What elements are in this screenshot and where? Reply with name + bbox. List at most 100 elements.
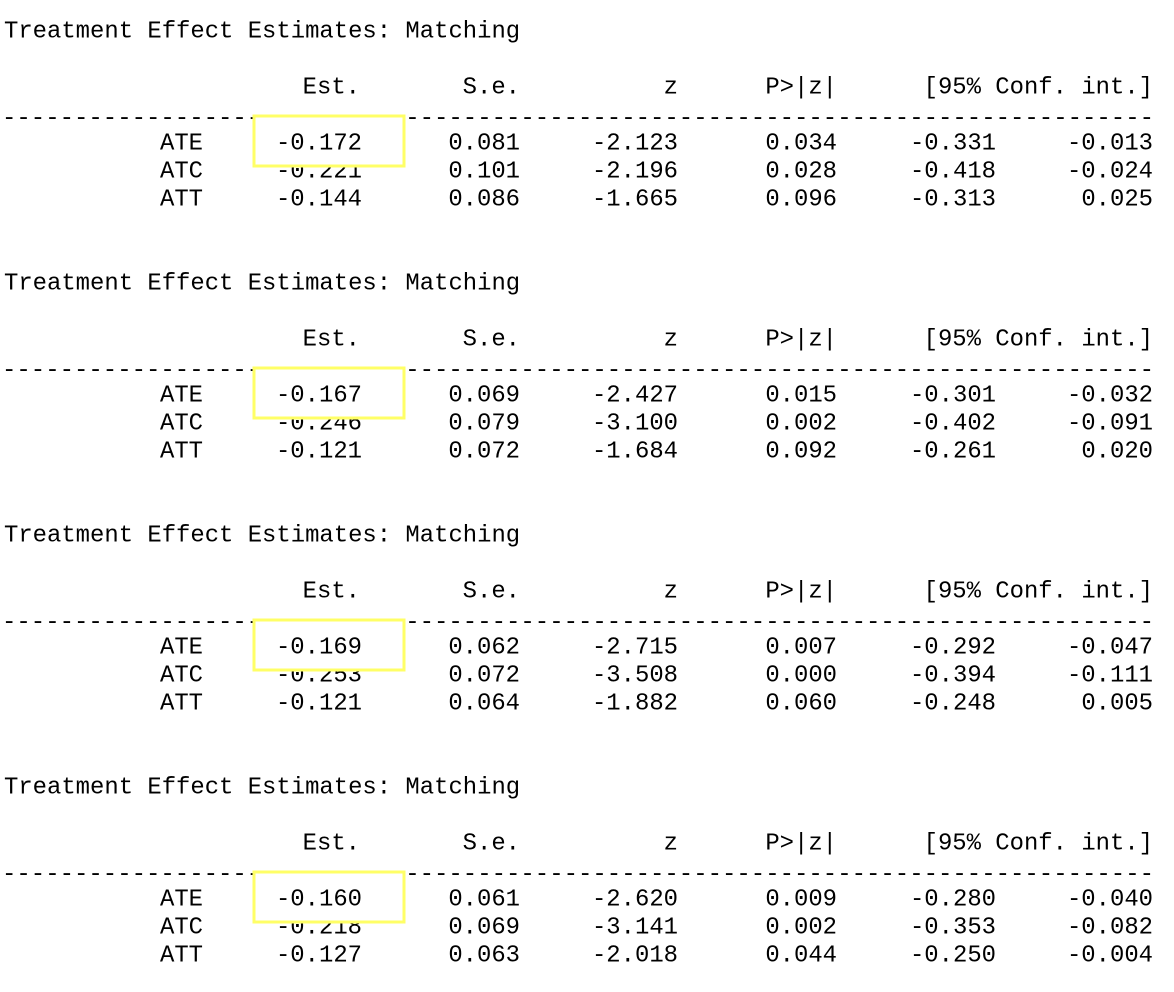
cell-value: 0.009 bbox=[765, 886, 837, 913]
column-header: P>|z| bbox=[765, 578, 837, 605]
table-title: Treatment Effect Estimates: Matching bbox=[4, 774, 520, 801]
cell-value: 0.061 bbox=[448, 886, 520, 913]
cell-value: -1.665 bbox=[592, 186, 678, 213]
column-header: z bbox=[664, 326, 678, 353]
cell-value: -0.013 bbox=[1067, 130, 1153, 157]
cell-value: -0.172 bbox=[276, 130, 362, 157]
cell-value: -0.169 bbox=[276, 634, 362, 661]
cell-value: -2.427 bbox=[592, 382, 678, 409]
cell-value: 0.005 bbox=[1081, 690, 1153, 717]
row-label: ATT bbox=[160, 942, 203, 969]
cell-value: -2.196 bbox=[592, 158, 678, 185]
column-header: [95% Conf. int.] bbox=[924, 830, 1153, 857]
cell-value: 0.072 bbox=[448, 438, 520, 465]
cell-value: -0.004 bbox=[1067, 942, 1153, 969]
cell-value: -0.301 bbox=[910, 382, 996, 409]
cell-value: -0.024 bbox=[1067, 158, 1153, 185]
cell-value: 0.002 bbox=[765, 410, 837, 437]
cell-value: -0.331 bbox=[910, 130, 996, 157]
row-label: ATE bbox=[160, 382, 203, 409]
cell-value: 0.002 bbox=[765, 914, 837, 941]
divider-rule: ----------------------------------------… bbox=[2, 357, 1154, 384]
column-header: P>|z| bbox=[765, 830, 837, 857]
cell-value: -1.882 bbox=[592, 690, 678, 717]
column-header: Est. bbox=[303, 830, 360, 857]
row-label: ATT bbox=[160, 186, 203, 213]
cell-value: -2.715 bbox=[592, 634, 678, 661]
cell-value: -0.292 bbox=[910, 634, 996, 661]
table-title: Treatment Effect Estimates: Matching bbox=[4, 522, 520, 549]
table-title: Treatment Effect Estimates: Matching bbox=[4, 270, 520, 297]
column-header: S.e. bbox=[463, 830, 520, 857]
cell-value: -0.144 bbox=[276, 186, 362, 213]
row-label: ATT bbox=[160, 438, 203, 465]
cell-value: -0.160 bbox=[276, 886, 362, 913]
cell-value: -3.141 bbox=[592, 914, 678, 941]
cell-value: -0.121 bbox=[276, 690, 362, 717]
highlight-box bbox=[252, 366, 406, 420]
cell-value: 0.086 bbox=[448, 186, 520, 213]
cell-value: 0.044 bbox=[765, 942, 837, 969]
column-header: z bbox=[664, 74, 678, 101]
cell-value: -0.167 bbox=[276, 382, 362, 409]
cell-value: -0.353 bbox=[910, 914, 996, 941]
cell-value: -0.394 bbox=[910, 662, 996, 689]
cell-value: -2.018 bbox=[592, 942, 678, 969]
cell-value: -2.620 bbox=[592, 886, 678, 913]
cell-value: -0.082 bbox=[1067, 914, 1153, 941]
column-header: [95% Conf. int.] bbox=[924, 578, 1153, 605]
row-label: ATC bbox=[160, 662, 203, 689]
cell-value: -0.040 bbox=[1067, 886, 1153, 913]
column-header: z bbox=[664, 830, 678, 857]
column-header: Est. bbox=[303, 74, 360, 101]
divider-rule: ----------------------------------------… bbox=[2, 105, 1154, 132]
cell-value: 0.081 bbox=[448, 130, 520, 157]
cell-value: 0.015 bbox=[765, 382, 837, 409]
row-label: ATE bbox=[160, 130, 203, 157]
row-label: ATC bbox=[160, 410, 203, 437]
column-header: [95% Conf. int.] bbox=[924, 74, 1153, 101]
highlight-box bbox=[252, 618, 406, 672]
row-label: ATC bbox=[160, 914, 203, 941]
column-header: S.e. bbox=[463, 578, 520, 605]
cell-value: 0.000 bbox=[765, 662, 837, 689]
cell-value: -0.402 bbox=[910, 410, 996, 437]
divider-rule: ----------------------------------------… bbox=[2, 609, 1154, 636]
cell-value: 0.007 bbox=[765, 634, 837, 661]
cell-value: -0.091 bbox=[1067, 410, 1153, 437]
cell-value: -0.261 bbox=[910, 438, 996, 465]
cell-value: -3.100 bbox=[592, 410, 678, 437]
cell-value: -0.047 bbox=[1067, 634, 1153, 661]
cell-value: -0.250 bbox=[910, 942, 996, 969]
cell-value: 0.064 bbox=[448, 690, 520, 717]
row-label: ATE bbox=[160, 886, 203, 913]
cell-value: -0.313 bbox=[910, 186, 996, 213]
cell-value: -2.123 bbox=[592, 130, 678, 157]
cell-value: 0.069 bbox=[448, 914, 520, 941]
cell-value: 0.101 bbox=[448, 158, 520, 185]
divider-rule: ----------------------------------------… bbox=[2, 861, 1154, 888]
cell-value: 0.069 bbox=[448, 382, 520, 409]
cell-value: -3.508 bbox=[592, 662, 678, 689]
cell-value: 0.092 bbox=[765, 438, 837, 465]
cell-value: 0.079 bbox=[448, 410, 520, 437]
highlight-box bbox=[252, 114, 406, 168]
cell-value: 0.060 bbox=[765, 690, 837, 717]
cell-value: 0.072 bbox=[448, 662, 520, 689]
cell-value: 0.063 bbox=[448, 942, 520, 969]
row-label: ATT bbox=[160, 690, 203, 717]
cell-value: 0.096 bbox=[765, 186, 837, 213]
column-header: S.e. bbox=[463, 74, 520, 101]
column-header: [95% Conf. int.] bbox=[924, 326, 1153, 353]
column-header: P>|z| bbox=[765, 74, 837, 101]
cell-value: -0.032 bbox=[1067, 382, 1153, 409]
cell-value: -0.127 bbox=[276, 942, 362, 969]
cell-value: -0.121 bbox=[276, 438, 362, 465]
column-header: z bbox=[664, 578, 678, 605]
cell-value: -0.418 bbox=[910, 158, 996, 185]
column-header: S.e. bbox=[463, 326, 520, 353]
cell-value: -0.111 bbox=[1067, 662, 1153, 689]
cell-value: 0.020 bbox=[1081, 438, 1153, 465]
row-label: ATE bbox=[160, 634, 203, 661]
